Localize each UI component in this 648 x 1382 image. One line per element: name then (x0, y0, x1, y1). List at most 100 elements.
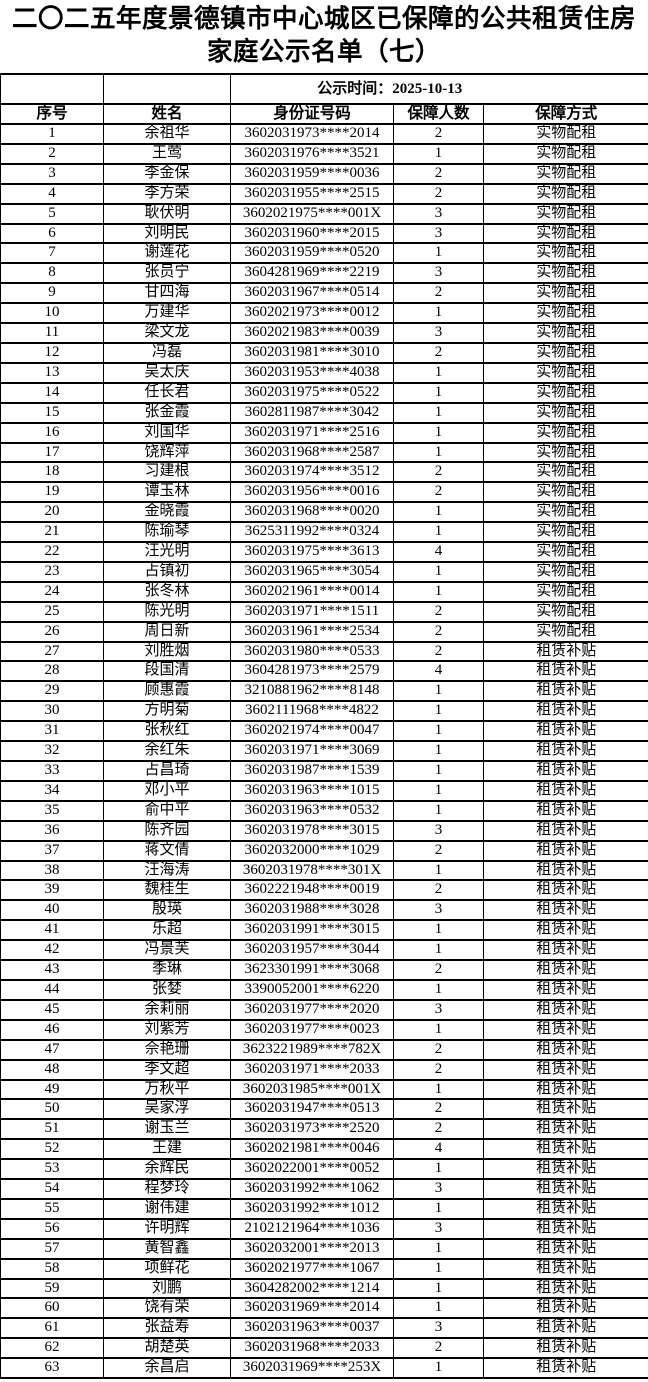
table-row: 58 项鲜花 3602021977****1067 1 租赁补贴 (0, 1257, 648, 1280)
table-row: 4 李方荣 3602031955****2515 2 实物配租 (0, 182, 648, 205)
cell-index: 14 (0, 381, 104, 404)
cell-id-number: 3602031978****301X (230, 859, 394, 882)
table-row: 25 陈光明 3602031971****1511 2 实物配租 (0, 600, 648, 623)
cell-name: 许明辉 (103, 1217, 231, 1240)
cell-index: 5 (0, 202, 104, 225)
table-row: 59 刘鹏 3604282002****1214 1 租赁补贴 (0, 1277, 648, 1300)
cell-count: 1 (393, 1197, 484, 1220)
cell-count: 1 (393, 580, 484, 603)
cell-name: 梁文龙 (103, 322, 231, 344)
cell-index: 4 (0, 182, 104, 205)
table-row: 5 耿伏明 3602021975****001X 3 实物配租 (0, 202, 648, 225)
table-row: 42 冯景芙 3602031957****3044 1 租赁补贴 (0, 939, 648, 962)
cell-count: 3 (393, 222, 484, 245)
cell-index: 42 (0, 939, 104, 962)
cell-index: 63 (0, 1357, 104, 1380)
table-row: 61 张益寿 3602031963****0037 3 租赁补贴 (0, 1317, 648, 1340)
cell-name: 张益寿 (103, 1317, 231, 1340)
cell-index: 38 (0, 859, 104, 882)
cell-id-number: 3602031992****1062 (230, 1178, 394, 1200)
cell-index: 33 (0, 760, 104, 782)
cell-name: 饶有荣 (103, 1297, 231, 1320)
cell-id-number: 3602031971****3069 (230, 740, 394, 762)
cell-index: 6 (0, 222, 104, 245)
cell-id-number: 3602031992****1012 (230, 1197, 394, 1220)
table-row: 7 谢莲花 3602031959****0520 1 实物配租 (0, 242, 648, 265)
cell-count: 1 (393, 978, 484, 1001)
cell-name: 谢莲花 (103, 242, 231, 265)
cell-id-number: 3602031980****0533 (230, 640, 394, 663)
cell-count: 1 (393, 1297, 484, 1320)
cell-count: 3 (393, 322, 484, 344)
cell-index: 51 (0, 1118, 104, 1141)
cell-count: 2 (393, 461, 484, 484)
table-row: 2 王莺 3602031976****3521 1 实物配租 (0, 142, 648, 165)
table-row: 49 万秋平 3602031985****001X 1 租赁补贴 (0, 1078, 648, 1101)
cell-method: 租赁补贴 (482, 1058, 648, 1081)
cell-index: 10 (0, 302, 104, 325)
cell-method: 实物配租 (482, 322, 648, 344)
cell-index: 43 (0, 959, 104, 981)
cell-index: 50 (0, 1098, 104, 1121)
cell-name: 金晓霞 (103, 501, 231, 524)
cell-name: 俞中平 (103, 799, 231, 822)
cell-index: 60 (0, 1297, 104, 1320)
cell-count: 2 (393, 620, 484, 643)
cell-index: 52 (0, 1138, 104, 1161)
cell-method: 租赁补贴 (482, 1197, 648, 1220)
cell-index: 59 (0, 1277, 104, 1300)
cell-name: 陈瑜琴 (103, 521, 231, 544)
cell-method: 实物配租 (482, 162, 648, 185)
cell-name: 刘紫芳 (103, 1018, 231, 1041)
cell-count: 1 (393, 421, 484, 444)
table-row: 10 万建华 3602021973****0012 1 实物配租 (0, 302, 648, 325)
column-header-count: 保障人数 (393, 103, 484, 125)
publish-time: 公示时间：2025-10-13 (229, 73, 648, 105)
cell-name: 耿伏明 (103, 202, 231, 225)
cell-method: 租赁补贴 (482, 680, 648, 703)
cell-count: 1 (393, 720, 484, 743)
cell-count: 1 (393, 1237, 484, 1260)
cell-id-number: 3625311992****0324 (230, 521, 394, 544)
table-row: 29 顾惠霞 3210881962****8148 1 租赁补贴 (0, 680, 648, 703)
cell-index: 32 (0, 740, 104, 762)
cell-count: 1 (393, 302, 484, 325)
table-row: 34 邓小平 3602031963****1015 1 租赁补贴 (0, 779, 648, 802)
table-row: 26 周日新 3602031961****2534 2 实物配租 (0, 620, 648, 643)
cell-count: 3 (393, 262, 484, 285)
table-header-row: 序号 姓名 身份证号码 保障人数 保障方式 (0, 103, 648, 125)
cell-count: 2 (393, 1337, 484, 1360)
cell-id-number: 3602032001****2013 (230, 1237, 394, 1260)
cell-method: 实物配租 (482, 620, 648, 643)
cell-name: 张秋红 (103, 720, 231, 743)
cell-id-number: 3602031971****1511 (230, 600, 394, 623)
cell-name: 李金保 (103, 162, 231, 185)
table-row: 51 谢玉兰 3602031973****2520 2 租赁补贴 (0, 1118, 648, 1141)
cell-method: 租赁补贴 (482, 1178, 648, 1200)
cell-id-number: 3602031947****0513 (230, 1098, 394, 1121)
cell-count: 2 (393, 162, 484, 185)
table-row: 15 张金霞 3602811987****3042 1 实物配租 (0, 401, 648, 424)
cell-method: 实物配租 (482, 242, 648, 265)
cell-method: 实物配租 (482, 142, 648, 165)
cell-count: 2 (393, 1058, 484, 1081)
cell-index: 8 (0, 262, 104, 285)
page-title: 二〇二五年度景德镇市中心城区已保障的公共租赁住房家庭公示名单（七） (11, 4, 636, 66)
cell-id-number: 3602031968****0020 (230, 501, 394, 524)
cell-id-number: 3602811987****3042 (230, 401, 394, 424)
cell-index: 53 (0, 1158, 104, 1181)
cell-name: 占镇初 (103, 560, 231, 583)
cell-count: 4 (393, 541, 484, 563)
table-row: 8 张员宁 3604281969****2219 3 实物配租 (0, 262, 648, 285)
cell-method: 租赁补贴 (482, 1078, 648, 1101)
table-row: 54 程梦玲 3602031992****1062 3 租赁补贴 (0, 1178, 648, 1200)
cell-method: 实物配租 (482, 361, 648, 384)
cell-name: 吴太庆 (103, 361, 231, 384)
cell-index: 62 (0, 1337, 104, 1360)
cell-id-number: 3602022001****0052 (230, 1158, 394, 1181)
cell-name: 习建根 (103, 461, 231, 484)
table-row: 6 刘明民 3602031960****2015 3 实物配租 (0, 222, 648, 245)
cell-index: 7 (0, 242, 104, 265)
table-row: 60 饶有荣 3602031969****2014 1 租赁补贴 (0, 1297, 648, 1320)
